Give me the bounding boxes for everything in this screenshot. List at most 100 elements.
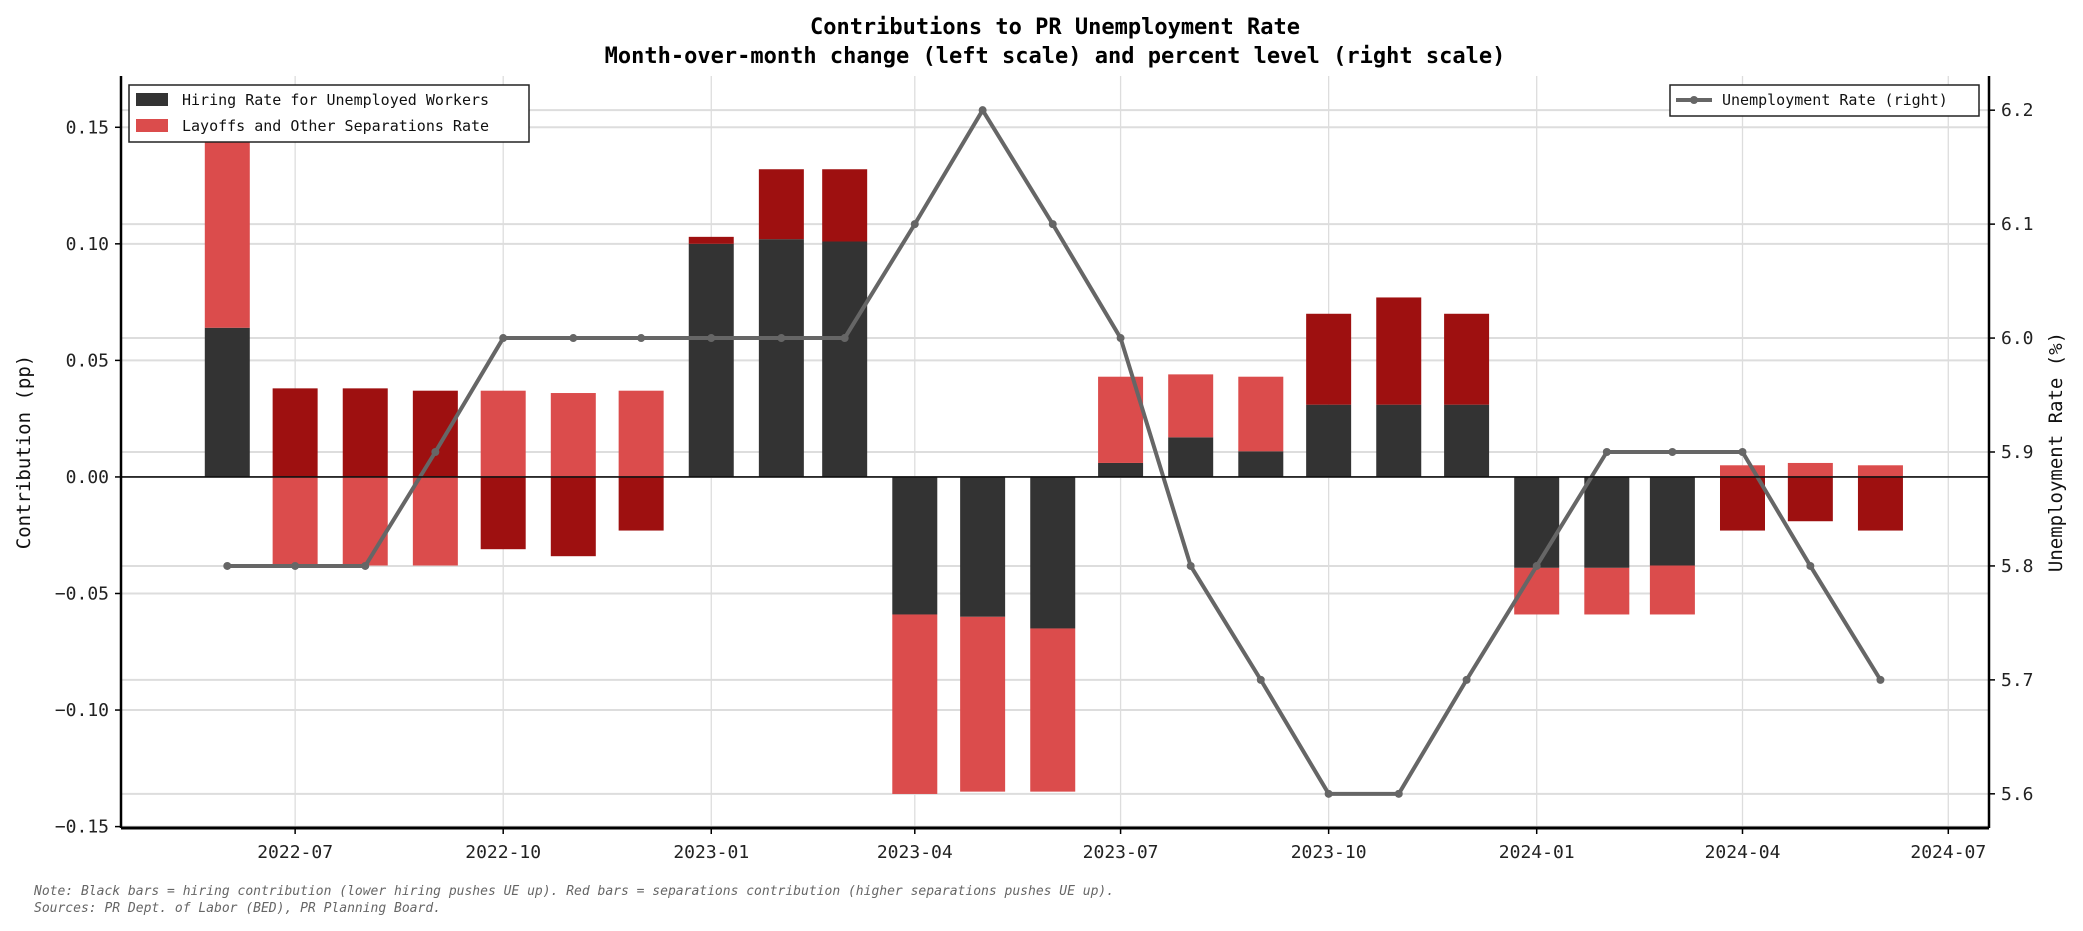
unemployment-point — [777, 334, 786, 343]
unemployment-point — [910, 220, 919, 229]
unemployment-point — [291, 561, 300, 570]
bar-segment-other — [758, 169, 804, 240]
unemployment-point — [1462, 675, 1471, 684]
bar-segment-hiring — [758, 239, 804, 477]
bar-segment-separations — [412, 476, 458, 566]
bar-segment-hiring — [960, 476, 1006, 617]
bar-segment-hiring — [822, 241, 868, 477]
bar-segment-separations — [1584, 567, 1630, 615]
y-right-tick-label: 6.1 — [2001, 214, 2034, 235]
unemployment-point — [361, 561, 370, 570]
bar-segment-other — [1857, 476, 1903, 531]
bar-segment-separations — [1030, 628, 1076, 792]
bar-segment-other — [480, 476, 526, 550]
bar-segment-other — [1306, 313, 1352, 405]
bar-segment-hiring — [1584, 476, 1630, 568]
unemployment-point — [840, 334, 849, 343]
y-tick-label: −0.10 — [55, 700, 109, 721]
bar-segment-hiring — [688, 243, 734, 477]
legend-swatch-separations — [136, 119, 168, 132]
legend-label-separations: Layoffs and Other Separations Rate — [182, 117, 489, 135]
x-tick-label: 2024-07 — [1910, 842, 1986, 863]
x-tick-label: 2024-04 — [1705, 842, 1781, 863]
bar-segment-separations — [1857, 465, 1903, 477]
y-right-tick-label: 5.9 — [2001, 442, 2034, 463]
unemployment-point — [1738, 448, 1747, 456]
bar-segment-hiring — [1649, 476, 1695, 566]
bar-segment-hiring — [1514, 476, 1560, 568]
unemployment-point — [223, 561, 232, 570]
bar-segment-separations — [342, 476, 388, 566]
y-axis-right-label: Unemployment Rate (%) — [2045, 332, 2067, 572]
y-right-tick-label: 5.7 — [2001, 670, 2034, 691]
bar-segment-other — [550, 476, 596, 557]
bar-segment-hiring — [204, 327, 250, 477]
unemployment-point — [1116, 334, 1125, 343]
line-series — [223, 106, 1885, 798]
unemployment-point — [1256, 675, 1265, 684]
unemployment-point — [637, 334, 646, 343]
bar-segment-other — [822, 169, 868, 242]
bar-segment-other — [618, 476, 664, 531]
x-tick-label: 2023-07 — [1083, 842, 1159, 863]
unemployment-point — [1668, 448, 1677, 456]
y-tick-label: 0.15 — [66, 117, 109, 138]
y-tick-label: −0.05 — [55, 583, 109, 604]
legend-label-hiring: Hiring Rate for Unemployed Workers — [182, 91, 489, 109]
y-right-tick-label: 5.6 — [2001, 784, 2034, 805]
bar-segment-separations — [480, 390, 526, 477]
unemployment-point — [569, 334, 578, 343]
bar-segment-other — [1719, 476, 1765, 531]
x-tick-label: 2022-07 — [257, 842, 333, 863]
bar-segment-hiring — [1444, 404, 1490, 477]
bar-segment-other — [342, 388, 388, 477]
legend-label-unemployment: Unemployment Rate (right) — [1722, 91, 1948, 109]
bar-segment-separations — [1238, 376, 1284, 452]
bar-segment-separations — [618, 390, 664, 477]
legend-right: Unemployment Rate (right) — [1669, 84, 1980, 117]
bar-segment-hiring — [1030, 476, 1076, 629]
bar-segment-separations — [272, 476, 318, 566]
bar-segment-separations — [1719, 465, 1765, 477]
legend-marker-unemployment — [1690, 96, 1698, 104]
chart-subtitle: Month-over-month change (left scale) and… — [605, 44, 1506, 69]
bar-segment-other — [1376, 297, 1422, 405]
y-right-tick-label: 5.8 — [2001, 556, 2034, 577]
legend-left: Hiring Rate for Unemployed Workers Layof… — [128, 84, 530, 143]
bar-segment-separations — [960, 616, 1006, 792]
chart-title: Contributions to PR Unemployment Rate — [810, 15, 1300, 40]
bar-segment-other — [1787, 476, 1833, 522]
y-tick-label: 0.00 — [66, 467, 109, 488]
bar-segment-hiring — [1238, 451, 1284, 477]
bar-segment-hiring — [1168, 437, 1214, 477]
bar-segment-other — [272, 388, 318, 477]
footnote-note: Note: Black bars = hiring contribution (… — [33, 884, 1114, 899]
axes: 0.15 0.10 0.05 0.00 −0.05 −0.10 −0.15 6.2 6.1 6.0… — [55, 76, 2034, 863]
bar-segment-other — [1444, 313, 1490, 405]
y-tick-label: −0.15 — [55, 817, 109, 838]
unemployment-point — [978, 106, 987, 115]
legend-swatch-hiring — [136, 93, 168, 106]
unemployment-point — [431, 448, 440, 456]
unemployment-point — [1602, 448, 1611, 456]
unemployment-point — [1806, 561, 1815, 570]
bar-segment-separations — [1649, 565, 1695, 615]
unemployment-point — [1186, 561, 1195, 570]
unemployment-point — [1876, 675, 1885, 684]
x-tick-label: 2024-01 — [1499, 842, 1575, 863]
bar-segment-hiring — [892, 476, 938, 615]
bar-segment-other — [688, 236, 734, 244]
unemployment-point — [1324, 789, 1333, 798]
unemployment-point — [1394, 789, 1403, 798]
bar-segment-separations — [1168, 374, 1214, 438]
y-right-tick-label: 6.0 — [2001, 328, 2034, 349]
y-right-tick-label: 6.2 — [2001, 100, 2034, 121]
bar-segment-separations — [892, 614, 938, 794]
bar-segment-hiring — [1098, 462, 1144, 477]
bar-segment-hiring — [1306, 404, 1352, 477]
bar-segment-other — [412, 390, 458, 477]
x-tick-label: 2023-10 — [1291, 842, 1367, 863]
y-tick-label: 0.05 — [66, 350, 109, 371]
unemployment-point — [499, 334, 508, 343]
bar-segment-separations — [204, 110, 250, 328]
